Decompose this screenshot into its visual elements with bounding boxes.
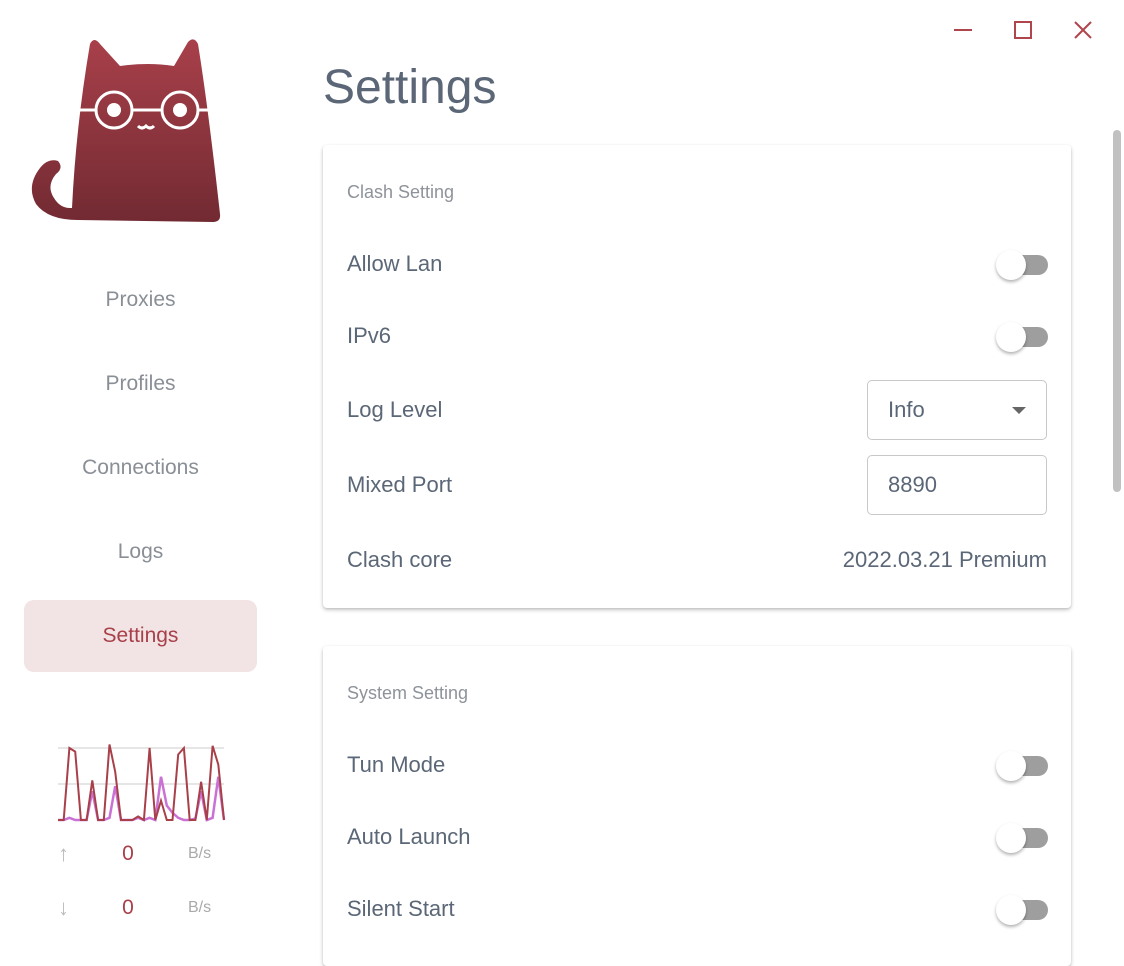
close-icon [1074, 21, 1092, 39]
arrow-up-icon: ↑ [58, 841, 69, 866]
download-value: 0 [122, 896, 134, 919]
card-title: Clash Setting [347, 182, 455, 202]
clash-setting-card: Clash Setting Allow Lan IPv6 Log Level I… [323, 145, 1071, 608]
sidebar: Proxies Profiles Connections Logs Settin… [0, 0, 282, 937]
silent-start-label: Silent Start [347, 896, 455, 921]
allow-lan-row: Allow Lan [347, 244, 1048, 284]
tun-mode-toggle[interactable] [991, 745, 1048, 785]
upload-series-line [58, 744, 225, 822]
mixed-port-value: 8890 [888, 472, 937, 497]
auto-launch-row: Auto Launch [347, 817, 1048, 857]
sidebar-item-proxies[interactable]: Proxies [105, 288, 176, 311]
sidebar-item-logs[interactable]: Logs [117, 540, 164, 563]
log-level-row: Log Level Info [347, 380, 1047, 440]
minimize-button[interactable] [945, 14, 981, 46]
download-speed: ↓ 0 B/s [58, 893, 228, 923]
silent-start-toggle[interactable] [991, 889, 1048, 929]
maximize-button[interactable] [1005, 14, 1041, 46]
log-level-value: Info [888, 397, 925, 422]
allow-lan-toggle[interactable] [991, 244, 1048, 284]
download-unit: B/s [188, 899, 212, 916]
card-title: System Setting [347, 683, 469, 703]
auto-launch-label: Auto Launch [347, 824, 471, 849]
ipv6-label: IPv6 [347, 323, 392, 348]
app-logo-cat [31, 39, 221, 222]
caret-down-icon [1012, 406, 1026, 414]
allow-lan-label: Allow Lan [347, 251, 443, 276]
mixed-port-label: Mixed Port [347, 472, 453, 497]
sidebar-item-settings[interactable]: Settings [24, 600, 257, 672]
clash-core-version: 2022.03.21 Premium [842, 547, 1047, 572]
system-setting-card: System Setting Tun Mode Auto Launch Sile… [323, 646, 1071, 966]
tun-mode-row: Tun Mode [347, 745, 1048, 785]
auto-launch-toggle[interactable] [991, 817, 1048, 857]
traffic-graph [58, 744, 226, 822]
ipv6-toggle[interactable] [991, 316, 1048, 356]
upload-value: 0 [122, 842, 134, 865]
close-button[interactable] [1065, 14, 1101, 46]
scrollbar[interactable] [1113, 130, 1121, 492]
silent-start-row: Silent Start [347, 889, 1048, 929]
maximize-icon [1014, 21, 1032, 39]
ipv6-row: IPv6 [347, 316, 1048, 356]
page-title: Settings [323, 61, 497, 114]
mixed-port-row: Mixed Port 8890 [347, 455, 1047, 515]
log-level-select[interactable]: Info [867, 380, 1047, 440]
upload-speed: ↑ 0 B/s [58, 839, 228, 869]
clash-core-row: Clash core 2022.03.21 Premium [347, 540, 1047, 580]
log-level-label: Log Level [347, 397, 443, 422]
tun-mode-label: Tun Mode [347, 752, 446, 777]
clash-core-label: Clash core [347, 547, 453, 572]
mixed-port-input[interactable]: 8890 [867, 455, 1047, 515]
minimize-icon [954, 29, 972, 31]
upload-unit: B/s [188, 845, 212, 862]
arrow-down-icon: ↓ [58, 895, 69, 920]
sidebar-item-profiles[interactable]: Profiles [105, 372, 176, 395]
sidebar-item-connections[interactable]: Connections [82, 456, 199, 479]
